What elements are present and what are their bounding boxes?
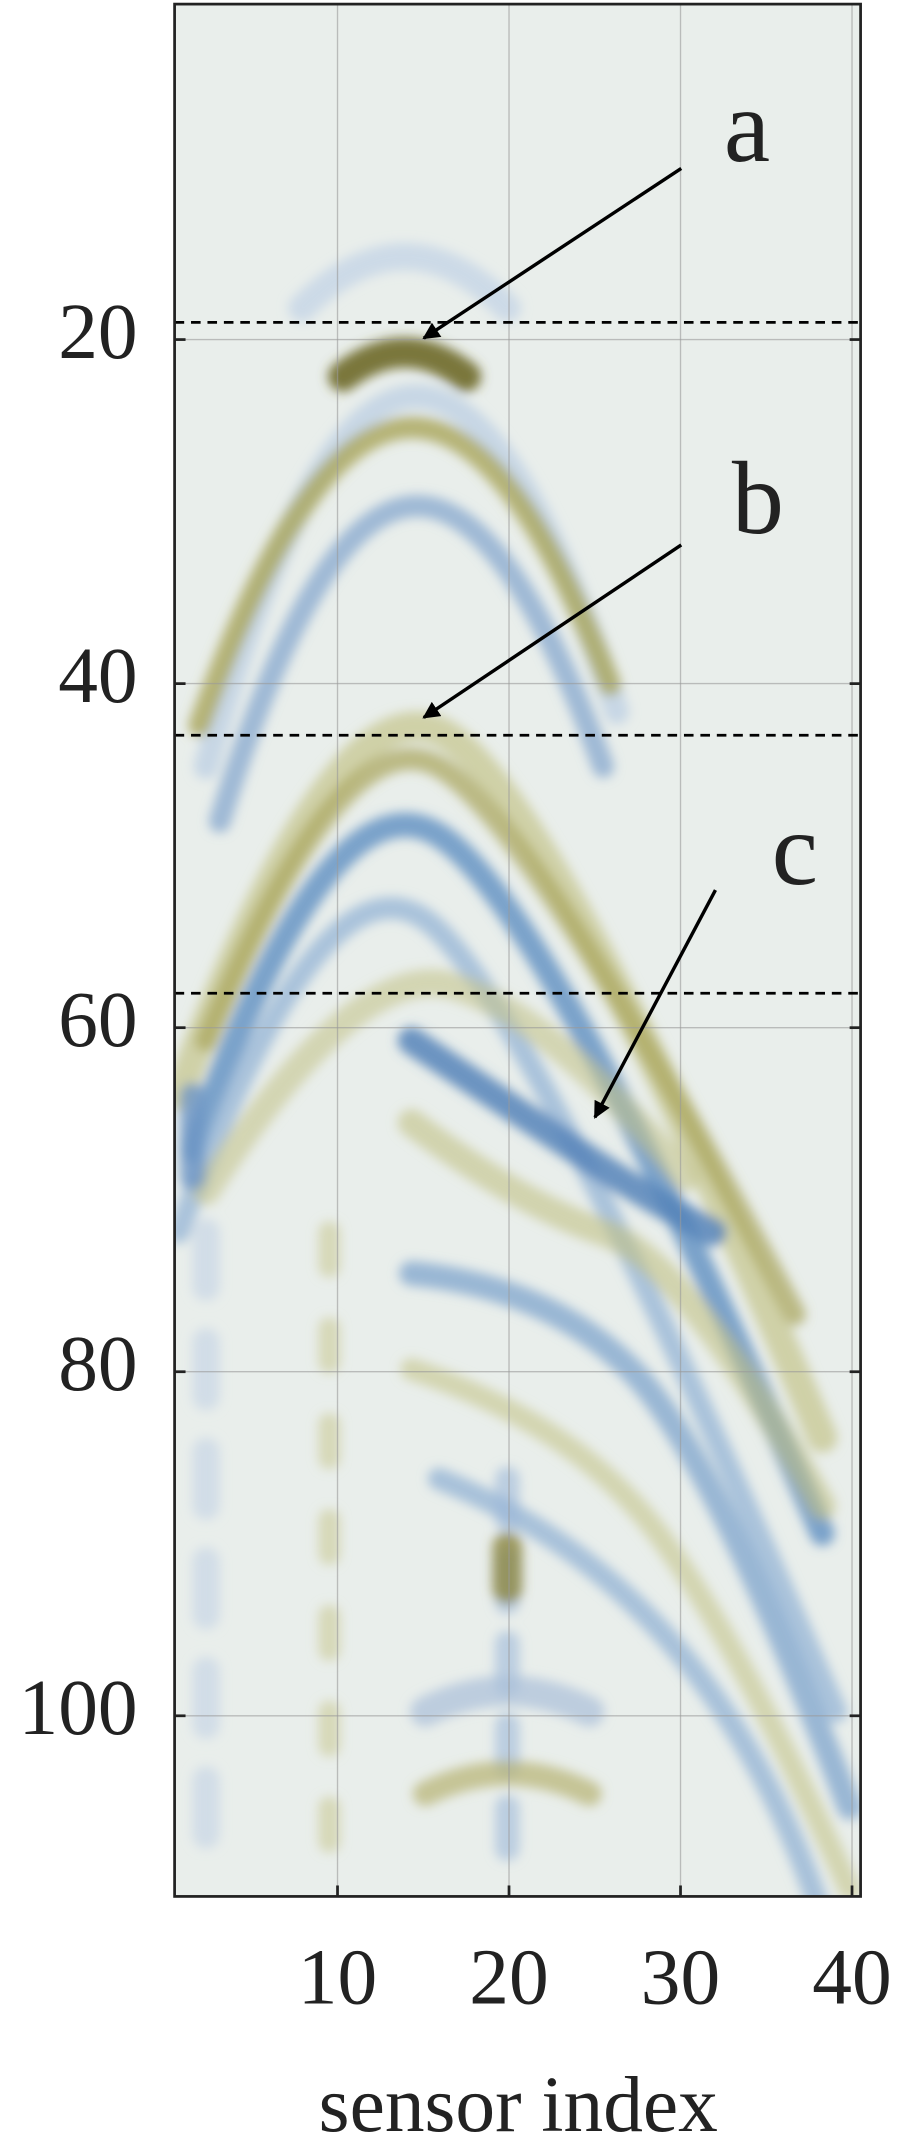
y-tick-label: 40 — [58, 632, 137, 720]
arrow — [422, 543, 683, 719]
y-tick-label: 80 — [58, 1320, 137, 1408]
annotation: b — [732, 440, 784, 556]
arrows — [422, 166, 717, 1119]
x-tick-label: 40 — [812, 1934, 891, 2022]
y-tick-label: 100 — [19, 1664, 138, 1752]
x-tick-label: 30 — [641, 1934, 720, 2022]
annotation: c — [772, 791, 818, 907]
x-tick-label: 10 — [298, 1934, 377, 2022]
arrow — [593, 889, 717, 1119]
x-axis-label: sensor index — [319, 2061, 718, 2147]
y-tick-label: 60 — [58, 976, 137, 1064]
x-tick-label: 20 — [469, 1934, 548, 2022]
arrow — [422, 166, 683, 340]
plot-frame — [173, 2, 862, 1898]
wavefield — [174, 243, 861, 1897]
annotation: a — [724, 68, 770, 184]
y-tick-label: 20 — [58, 288, 137, 376]
